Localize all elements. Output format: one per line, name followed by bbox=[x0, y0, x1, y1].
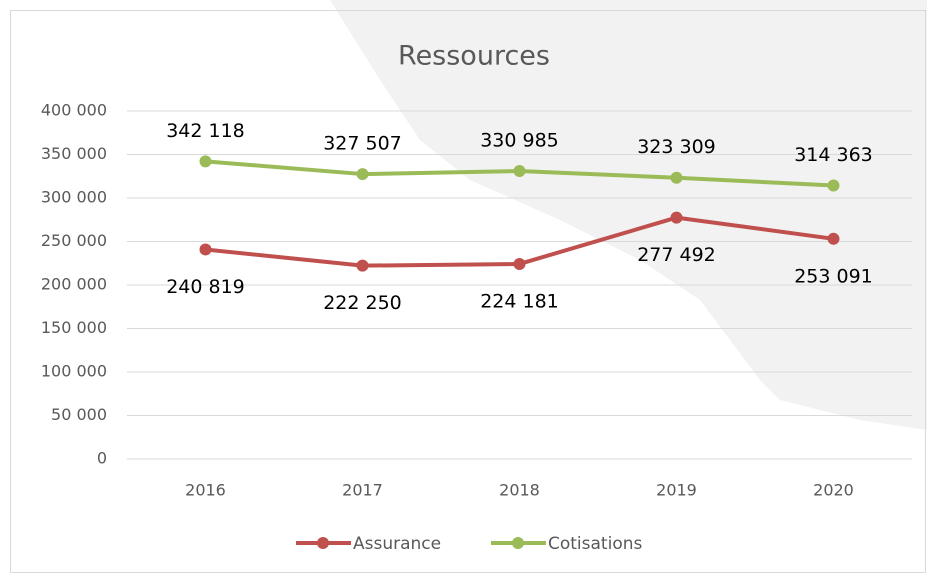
y-tick-label: 250 000 bbox=[41, 231, 107, 250]
data-label: 327 507 bbox=[323, 133, 402, 155]
y-tick-label: 100 000 bbox=[41, 362, 107, 381]
x-tick-label: 2018 bbox=[499, 481, 540, 500]
point bbox=[670, 211, 683, 224]
point bbox=[199, 155, 212, 168]
legend-marker bbox=[512, 537, 524, 549]
y-tick-label: 400 000 bbox=[41, 101, 107, 120]
data-label: 314 363 bbox=[794, 144, 873, 166]
data-label: 222 250 bbox=[323, 292, 402, 314]
data-label: 342 118 bbox=[166, 120, 245, 142]
y-tick-label: 350 000 bbox=[41, 144, 107, 163]
point bbox=[513, 257, 526, 270]
data-label: 277 492 bbox=[637, 244, 716, 266]
point bbox=[827, 179, 840, 192]
data-label: 240 819 bbox=[166, 276, 245, 298]
watermark bbox=[330, 0, 927, 430]
point bbox=[199, 243, 212, 256]
point bbox=[827, 232, 840, 245]
x-tick-label: 2017 bbox=[342, 481, 383, 500]
data-label: 323 309 bbox=[637, 136, 716, 158]
legend-label: Cotisations bbox=[548, 534, 642, 554]
legend-label: Assurance bbox=[353, 534, 441, 554]
x-tick-label: 2016 bbox=[185, 481, 226, 500]
y-tick-label: 150 000 bbox=[41, 318, 107, 337]
point bbox=[356, 168, 369, 181]
data-label: 253 091 bbox=[794, 265, 873, 287]
x-tick-label: 2019 bbox=[656, 481, 697, 500]
y-tick-label: 200 000 bbox=[41, 275, 107, 294]
x-tick-label: 2020 bbox=[813, 481, 854, 500]
point bbox=[513, 165, 526, 178]
point bbox=[356, 259, 369, 272]
y-tick-label: 300 000 bbox=[41, 188, 107, 207]
legend-marker bbox=[317, 537, 329, 549]
y-tick-label: 50 000 bbox=[51, 405, 107, 424]
y-tick-label: 0 bbox=[97, 449, 107, 468]
data-label: 224 181 bbox=[480, 290, 559, 312]
data-label: 330 985 bbox=[480, 130, 559, 152]
point bbox=[670, 171, 683, 184]
chart-title: Ressources bbox=[398, 41, 550, 72]
